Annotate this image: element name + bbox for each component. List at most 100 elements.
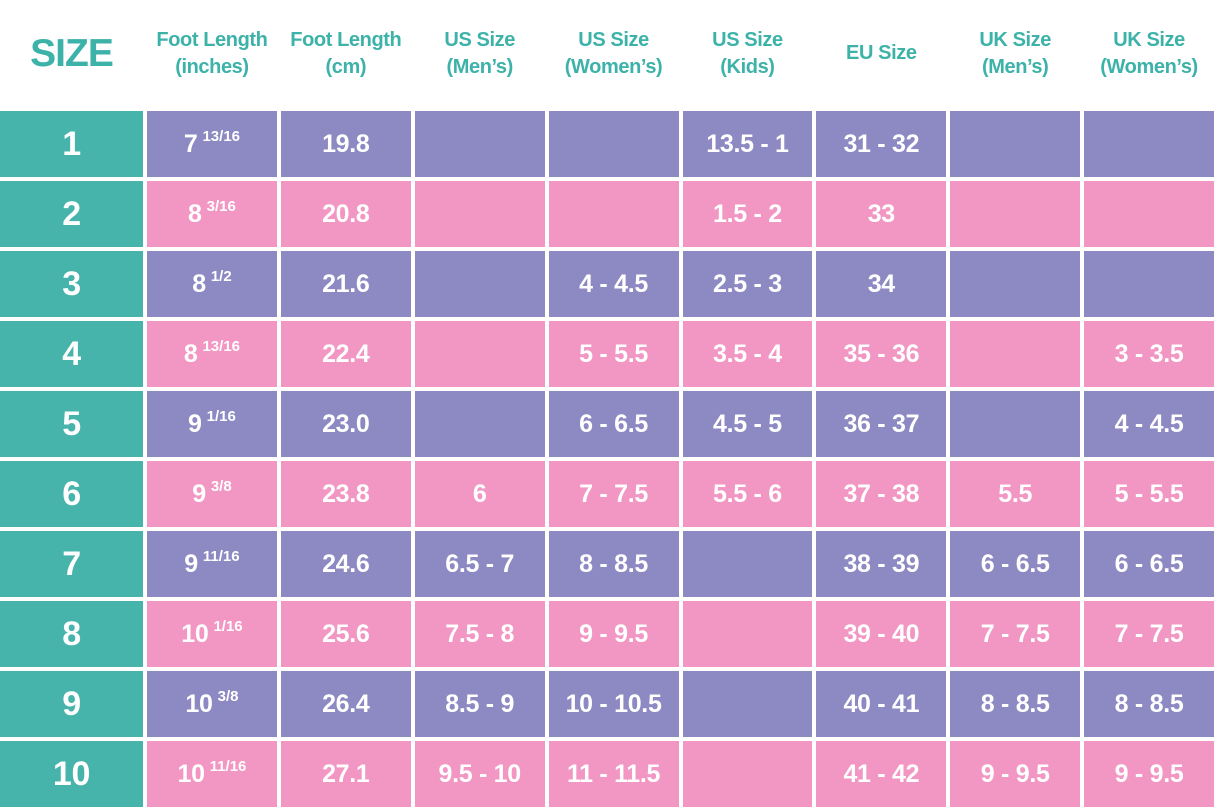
inches-whole-value: 8: [183, 339, 198, 368]
inches-whole-value: 7: [183, 129, 198, 158]
uk-size-mens-cell: 8 - 8.5: [950, 671, 1081, 737]
us-size-mens-cell: [414, 181, 545, 247]
foot-length-inches-cell: 8 13/16: [147, 321, 277, 387]
us-size-mens-cell: [414, 321, 545, 387]
us-size-kids-cell: 3.5 - 4: [682, 321, 813, 387]
foot-length-inches-cell: 8 1/2: [147, 251, 277, 317]
uk-size-mens-cell: [950, 181, 1081, 247]
foot-length-cm-cell: 19.8: [280, 111, 411, 177]
uk-size-mens-cell: 5.5: [950, 461, 1081, 527]
foot-length-cm-cell: 23.0: [280, 391, 411, 457]
uk-size-womens-cell: 6 - 6.5: [1084, 531, 1214, 597]
eu-size-cell: 38 - 39: [816, 531, 947, 597]
inches-whole-value: 9: [188, 409, 202, 438]
size-number-cell: 4: [0, 321, 143, 387]
column-header-line1: US Size: [578, 29, 649, 52]
uk-size-womens-cell: 5 - 5.5: [1084, 461, 1214, 527]
column-header-us-size-kids: US Size (Kids): [682, 0, 813, 107]
inches-whole-value: 10: [177, 759, 205, 788]
column-header-line2: (Kids): [720, 55, 775, 78]
us-size-womens-cell: 11 - 11.5: [548, 741, 679, 807]
us-size-mens-cell: 6: [414, 461, 545, 527]
foot-length-inches-cell: 8 3/16: [147, 181, 277, 247]
us-size-kids-cell: 13.5 - 1: [682, 111, 813, 177]
uk-size-womens-cell: [1084, 181, 1214, 247]
size-number-cell: 7: [0, 531, 143, 597]
column-header-uk-size-mens: UK Size (Men’s): [950, 0, 1081, 107]
foot-length-cm-cell: 22.4: [280, 321, 411, 387]
eu-size-cell: 31 - 32: [816, 111, 947, 177]
size-number-cell: 3: [0, 251, 143, 317]
eu-size-cell: 37 - 38: [816, 461, 947, 527]
size-number-cell: 2: [0, 181, 143, 247]
foot-length-cm-cell: 23.8: [280, 461, 411, 527]
us-size-kids-cell: [682, 741, 813, 807]
column-header-foot-length-inches: Foot Length (inches): [147, 0, 277, 107]
column-header-size: SIZE: [0, 0, 143, 107]
column-header-line1: UK Size: [1113, 29, 1185, 52]
uk-size-mens-cell: [950, 251, 1081, 317]
eu-size-cell: 40 - 41: [816, 671, 947, 737]
column-header-line1: EU Size: [846, 42, 917, 65]
us-size-kids-cell: 5.5 - 6: [682, 461, 813, 527]
foot-length-cm-cell: 27.1: [280, 741, 411, 807]
us-size-kids-cell: 4.5 - 5: [682, 391, 813, 457]
us-size-womens-cell: 9 - 9.5: [548, 601, 679, 667]
inches-fraction-value: 3/8: [210, 477, 232, 495]
eu-size-cell: 34: [816, 251, 947, 317]
us-size-kids-cell: [682, 531, 813, 597]
uk-size-mens-cell: [950, 321, 1081, 387]
inches-fraction-value: 11/16: [202, 547, 240, 565]
foot-length-cm-cell: 21.6: [280, 251, 411, 317]
inches-fraction-value: 3/8: [217, 687, 239, 705]
size-number-cell: 8: [0, 601, 143, 667]
uk-size-womens-cell: 3 - 3.5: [1084, 321, 1214, 387]
uk-size-womens-cell: 7 - 7.5: [1084, 601, 1214, 667]
us-size-womens-cell: 6 - 6.5: [548, 391, 679, 457]
us-size-mens-cell: [414, 111, 545, 177]
column-header-line1: US Size: [712, 29, 783, 52]
foot-length-cm-cell: 25.6: [280, 601, 411, 667]
uk-size-womens-cell: [1084, 251, 1214, 317]
eu-size-cell: 41 - 42: [816, 741, 947, 807]
column-header-line1: SIZE: [30, 31, 114, 75]
us-size-mens-cell: [414, 391, 545, 457]
uk-size-mens-cell: [950, 391, 1081, 457]
column-header-line2: (inches): [175, 55, 249, 78]
us-size-womens-cell: 4 - 4.5: [548, 251, 679, 317]
column-header-line2: (Men’s): [446, 55, 513, 78]
size-number-cell: 1: [0, 111, 143, 177]
column-header-line1: UK Size: [979, 29, 1052, 52]
inches-whole-value: 9: [192, 479, 206, 508]
uk-size-womens-cell: 9 - 9.5: [1084, 741, 1214, 807]
foot-length-inches-cell: 10 3/8: [147, 671, 277, 737]
uk-size-mens-cell: [950, 111, 1081, 177]
foot-length-inches-cell: 10 11/16: [147, 741, 277, 807]
inches-fraction-value: 3/16: [206, 197, 236, 215]
column-header-line1: Foot Length: [156, 29, 268, 52]
column-header-line1: Foot Length: [290, 29, 402, 52]
column-header-line1: US Size: [444, 29, 515, 52]
foot-length-inches-cell: 9 11/16: [147, 531, 277, 597]
eu-size-cell: 36 - 37: [816, 391, 947, 457]
column-header-eu-size: EU Size: [816, 0, 947, 107]
eu-size-cell: 33: [816, 181, 947, 247]
uk-size-womens-cell: 8 - 8.5: [1084, 671, 1214, 737]
us-size-womens-cell: 5 - 5.5: [548, 321, 679, 387]
uk-size-womens-cell: [1084, 111, 1214, 177]
us-size-womens-cell: [548, 181, 679, 247]
foot-length-cm-cell: 20.8: [280, 181, 411, 247]
foot-length-inches-cell: 7 13/16: [147, 111, 277, 177]
foot-length-inches-cell: 10 1/16: [147, 601, 277, 667]
foot-length-inches-cell: 9 3/8: [147, 461, 277, 527]
uk-size-mens-cell: 9 - 9.5: [950, 741, 1081, 807]
us-size-kids-cell: 1.5 - 2: [682, 181, 813, 247]
eu-size-cell: 35 - 36: [816, 321, 947, 387]
inches-fraction-value: 1/2: [210, 267, 232, 285]
column-header-us-size-womens: US Size (Women’s): [548, 0, 679, 107]
us-size-mens-cell: 7.5 - 8: [414, 601, 545, 667]
us-size-kids-cell: 2.5 - 3: [682, 251, 813, 317]
inches-fraction-value: 13/16: [202, 127, 241, 145]
us-size-womens-cell: 7 - 7.5: [548, 461, 679, 527]
